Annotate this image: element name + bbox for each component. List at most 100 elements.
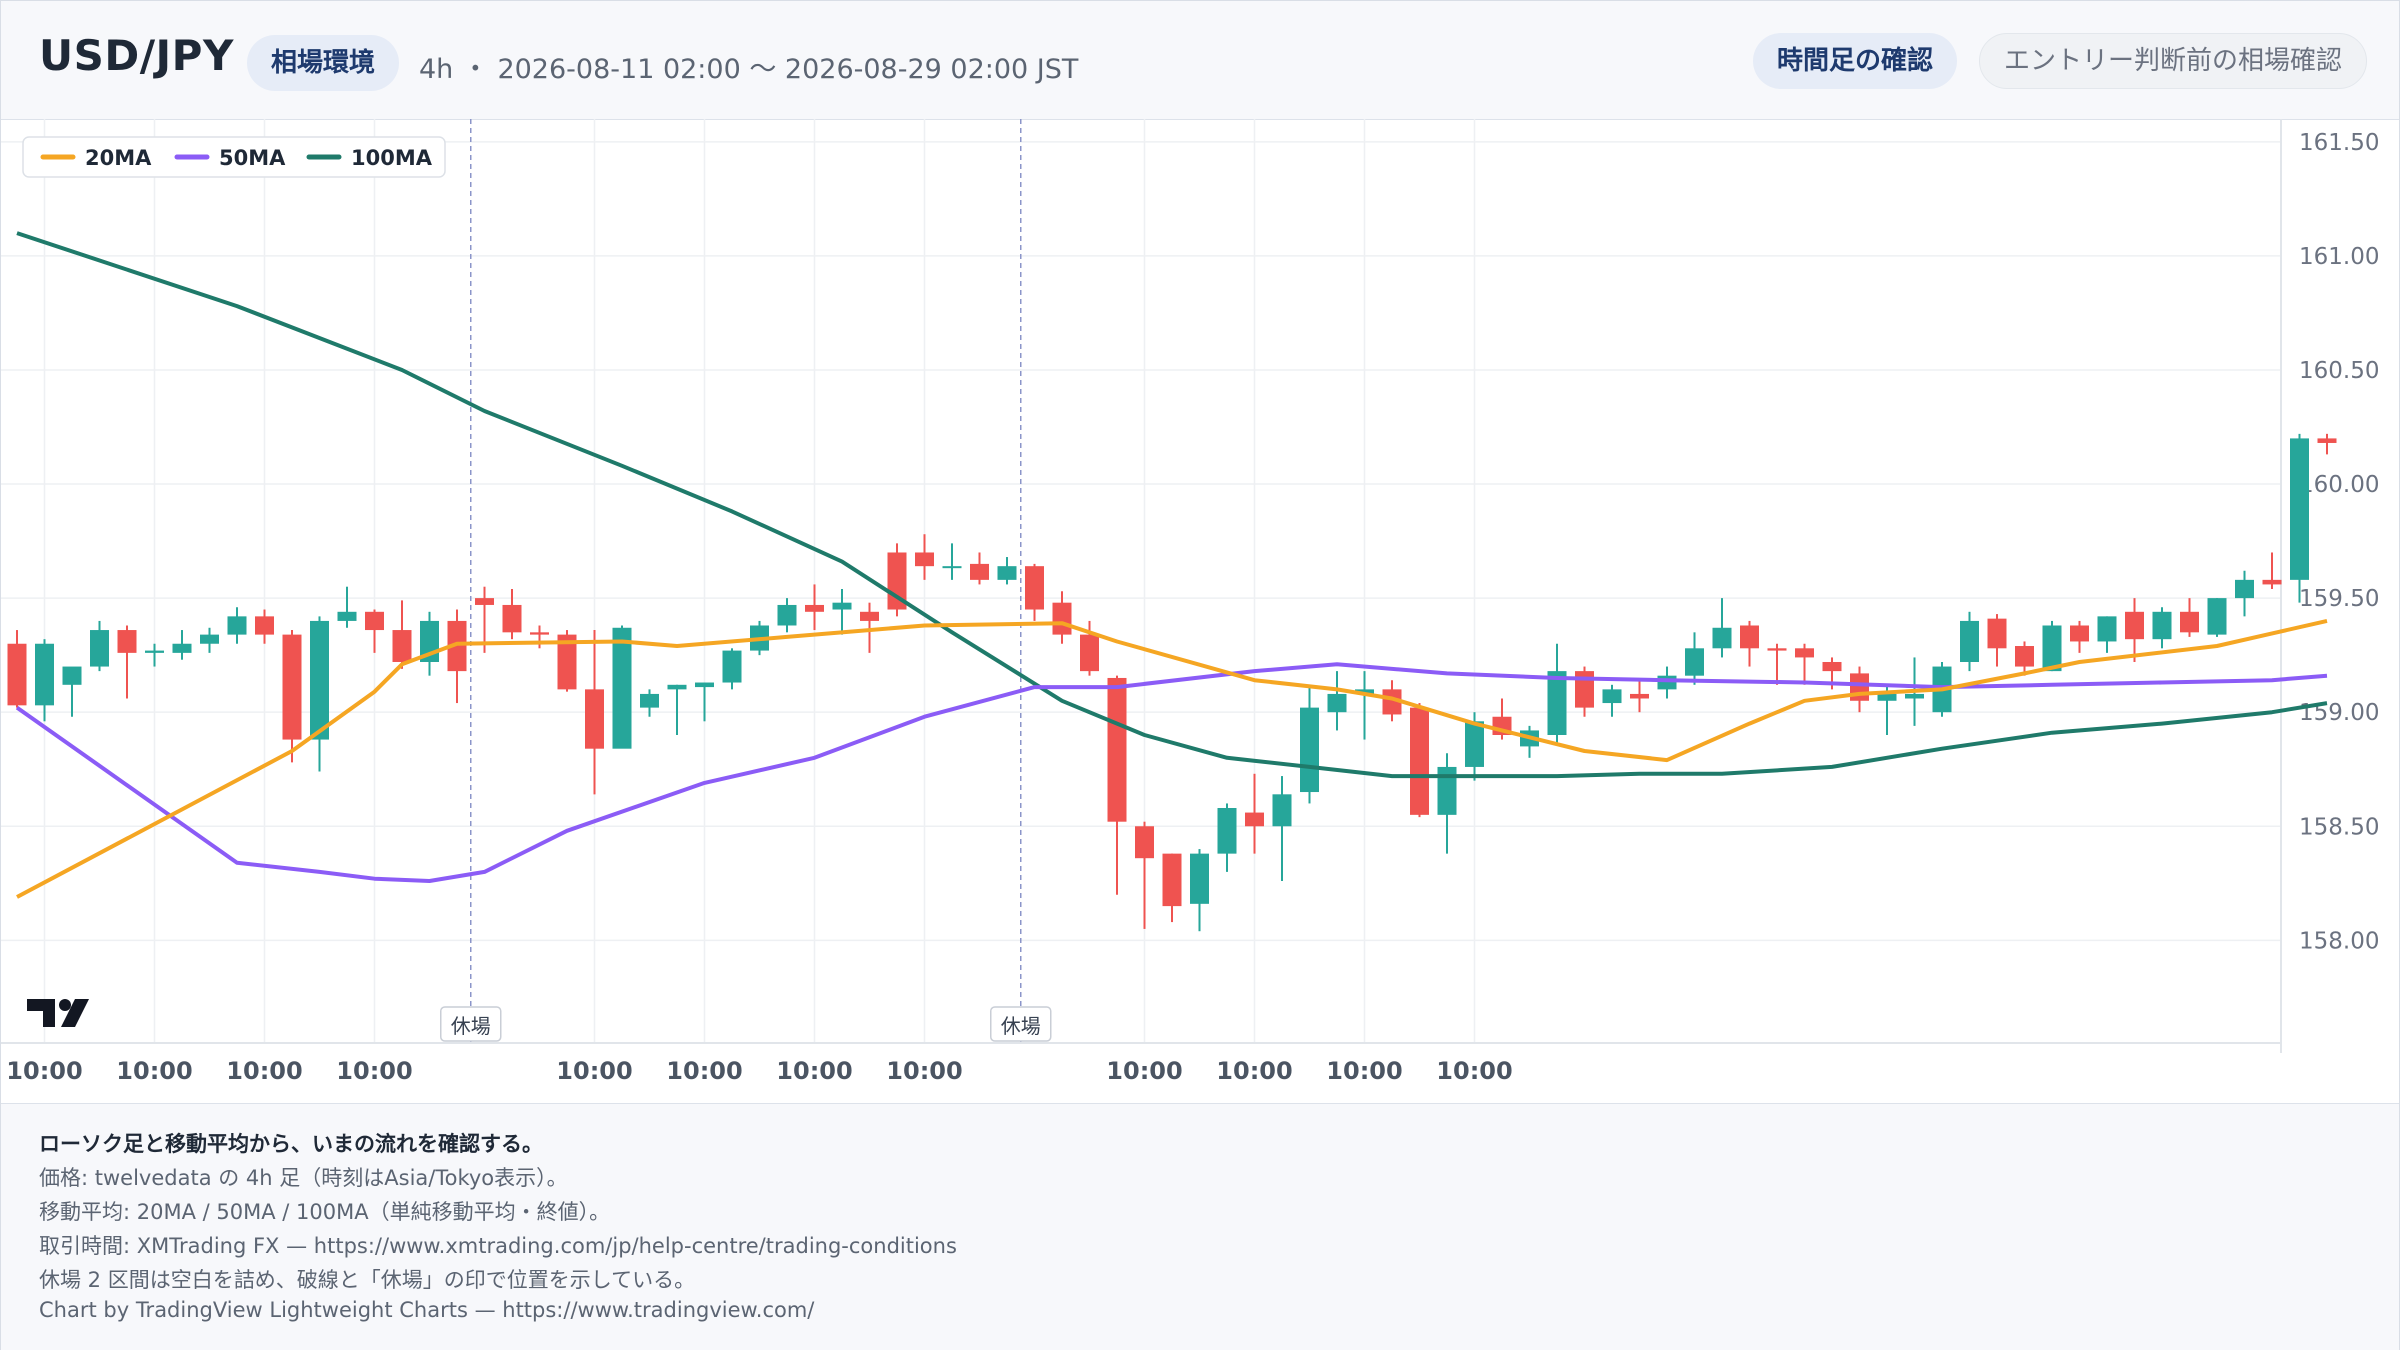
price-tick-label: 160.50 [2299,358,2379,384]
candle-body [2015,646,2034,667]
candle-body [502,604,522,633]
candle-body [1960,620,1979,662]
candle-body [530,632,549,635]
candle-body [90,630,109,667]
candle-body [7,643,27,706]
footer-lead: ローソク足と移動平均から、いまの流れを確認する。 [39,1132,543,1156]
candle-body [805,604,824,612]
candle-body [2042,625,2062,672]
chart-footer: ローソク足と移動平均から、いまの流れを確認する。 価格: twelvedata … [1,1103,2399,1350]
candle-body [942,566,962,569]
candle-body [1410,707,1429,815]
legend-box [22,136,446,178]
candle-body [2097,616,2117,642]
candle-body [2262,579,2282,585]
candle-body [172,643,192,653]
market-break-badge [990,1006,1052,1042]
candle-body [2207,598,2227,635]
candle-body [1080,634,1099,672]
chart-area[interactable]: 158.00 158.50 159.00 159.50 160.00 160.50 161.… [1,119,2399,1103]
candle-body [1245,812,1264,827]
candle-body [1025,566,1044,610]
candlestick-chart[interactable]: 158.00158.50159.00159.50160.00160.50161.… [1,119,2399,1103]
candle-body [970,563,989,580]
candle-body [1272,794,1292,827]
time-tick-label: 10:00 [776,1057,852,1085]
candle-body [1465,721,1484,767]
candle-body [1712,627,1732,649]
ma100-line [16,231,2328,779]
candle-body [1987,618,2007,649]
time-tick-label: 10:00 [116,1057,192,1085]
candle-body [1602,689,1622,704]
candle-body [612,627,632,749]
candle-body [640,693,659,708]
legend-label: 20MA [85,146,152,170]
candle-body [1217,808,1237,854]
candle-body [255,616,274,635]
legend-label: 50MA [219,146,286,170]
tradingview-logo-dot [59,999,71,1011]
candle-body [145,650,164,653]
candle-body [1190,853,1209,904]
candle-body [1795,648,1814,658]
candle-body [585,689,604,749]
candle-body [1300,707,1319,793]
candle-body [337,611,357,621]
candle-body [62,666,82,685]
price-tick-label: 159.50 [2299,586,2379,612]
candle-body [365,611,384,631]
time-tick-label: 10:00 [1216,1057,1292,1085]
price-tick-label: 158.00 [2299,928,2379,954]
time-tick-label: 10:00 [226,1057,302,1085]
candle-body [227,616,247,635]
candle-body [1052,602,1072,635]
legend-label: 100MA [351,146,433,170]
candle-body [282,634,302,740]
tradingview-logo-icon [27,999,55,1027]
candle-body [722,650,742,683]
candle-body [1382,689,1402,715]
symbol-title: USD/JPY [39,31,234,80]
candle-body [557,634,577,690]
candle-body [2317,438,2337,443]
date-range-text: 4h ・ 2026-08-11 02:00 〜 2026-08-29 02:00… [419,54,1079,85]
candle-body [392,630,412,662]
time-tick-label: 10:00 [1106,1057,1182,1085]
time-tick-label: 10:00 [336,1057,412,1085]
candle-body [1630,693,1649,699]
candle-body [1657,675,1677,690]
candle-body [1547,671,1567,735]
candle-body [1905,693,1924,699]
market-break-label: 休場 [1001,1014,1041,1038]
price-tick-label: 161.50 [2299,130,2379,156]
candle-body [2070,625,2089,642]
candle-body [475,598,494,605]
price-tick-label: 158.50 [2299,814,2379,840]
candle-body [1327,693,1347,713]
candle-body [2180,611,2199,633]
market-break-badge [440,1006,502,1042]
candle-body [667,684,687,690]
ma20-line [16,618,2328,899]
footer-break-note: 休場 2 区間は空白を詰め、破線と「休場」の印で位置を示している。 [39,1268,696,1292]
tab-timeframe-check[interactable]: 時間足の確認 [1753,33,1958,89]
candle-body [997,566,1017,580]
tab-pre-entry-check[interactable]: エントリー判断前の相場確認 [1979,33,2368,89]
candle-body [2290,438,2309,580]
footer-trading-hours: 取引時間: XMTrading FX — https://www.xmtradi… [39,1234,957,1258]
candle-body [310,620,329,740]
time-tick-label: 10:00 [6,1057,82,1085]
time-tick-label: 10:00 [556,1057,632,1085]
header-bar: USD/JPY 相場環境 4h ・ 2026-08-11 02:00 〜 202… [1,1,2399,120]
candle-body [1877,693,1897,701]
footer-price-source: 価格: twelvedata の 4h 足（時刻はAsia/Tokyo表示）。 [39,1166,568,1190]
candle-body [915,552,934,567]
candle-body [860,611,879,621]
candle-body [1437,766,1457,815]
price-tick-label: 160.00 [2299,472,2379,498]
candle-body [695,682,714,688]
candle-body [832,602,852,610]
candle-body [1107,677,1127,822]
